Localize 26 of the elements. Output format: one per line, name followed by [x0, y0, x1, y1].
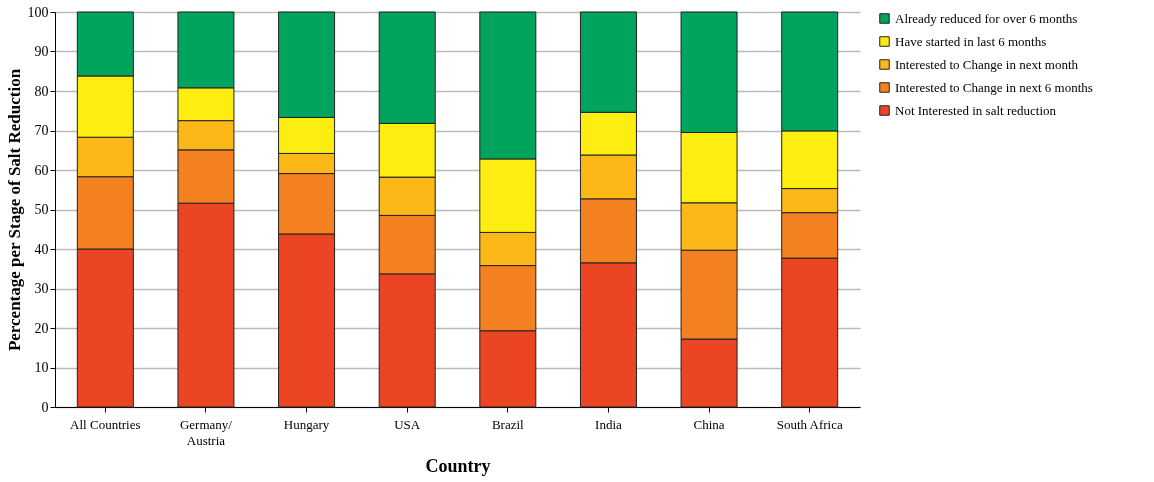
legend-label: Interested to Change in next 6 months [895, 79, 1093, 95]
x-tick-label: USA [394, 416, 421, 432]
x-tick-label: China [693, 416, 725, 432]
y-tick-label: 20 [34, 320, 49, 336]
y-tick-label: 30 [34, 281, 49, 296]
y-tick-label: 80 [34, 83, 49, 99]
legend-label: Have started in last 6 months [895, 33, 1047, 49]
y-tick-label: 0 [41, 399, 49, 415]
x-tick-label: South Africa [776, 416, 843, 432]
x-tick-label: India [595, 416, 623, 432]
x-tick-label: Germany/Austria [179, 416, 233, 448]
x-axis-title: Country [425, 455, 491, 476]
y-tick-label: 90 [34, 44, 49, 59]
x-tick-label: Brazil [491, 416, 525, 432]
legend-label: Already reduced for over 6 months [895, 10, 1078, 26]
y-tick-label: 70 [34, 123, 49, 138]
x-tick-label: Hungary [283, 416, 330, 432]
legend-label: Not Interested in salt reduction [895, 102, 1057, 118]
x-tick-label: All Countries [70, 416, 141, 432]
y-tick-label: 10 [34, 360, 49, 375]
y-tick-label: 40 [34, 241, 49, 257]
y-tick-label: 60 [34, 162, 49, 178]
y-tick-label: 100 [27, 4, 49, 20]
y-tick-label: 50 [34, 202, 49, 217]
legend-label: Interested to Change in next month [895, 56, 1079, 72]
y-axis-title: Percentage per Stage of Salt Reduction [4, 68, 24, 352]
